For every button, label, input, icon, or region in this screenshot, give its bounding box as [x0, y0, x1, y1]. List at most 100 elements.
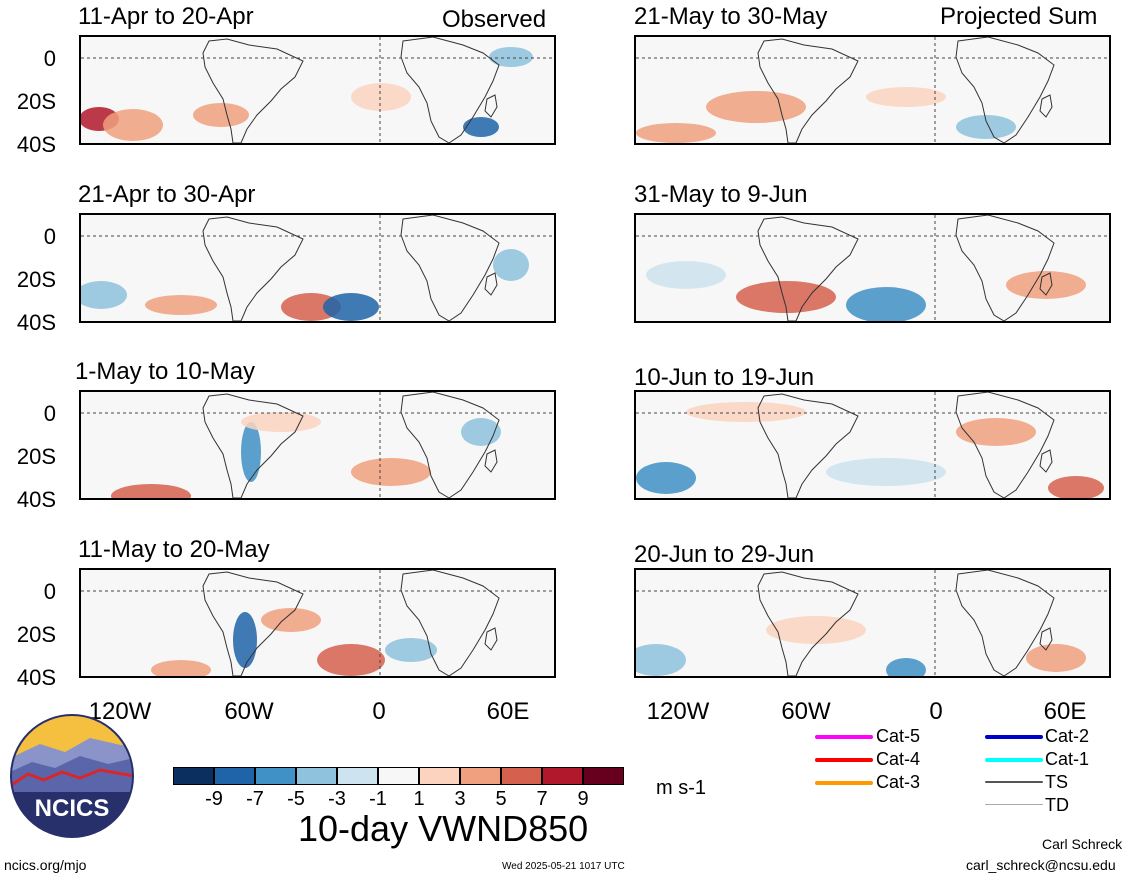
- coastline: [484, 272, 498, 296]
- colorbar-swatch: [378, 767, 419, 785]
- coastline: [484, 94, 498, 118]
- panel-title-left-4: 11-May to 20-May: [78, 536, 270, 563]
- lat-label-0-row4: 0: [43, 579, 56, 604]
- lat-label-40s-row1: 40S: [16, 132, 56, 157]
- projected-label: Projected Sum: [940, 3, 1098, 30]
- legend-label-td: TD: [1045, 795, 1069, 815]
- map-canvas: [636, 570, 1109, 676]
- anomaly-shading: [956, 418, 1036, 446]
- coastline: [484, 627, 498, 651]
- lat-label-20s-row2: 20S: [16, 267, 56, 292]
- footer-author: Carl Schreck: [1042, 836, 1123, 852]
- lat-label-40s-row3: 40S: [16, 487, 56, 512]
- lat-label-40s-row2: 40S: [16, 310, 56, 335]
- panel-title-right-3: 10-Jun to 19-Jun: [634, 364, 815, 391]
- legend-line-cat5: [815, 735, 873, 739]
- coastline: [400, 215, 500, 321]
- legend-line-ts: [985, 781, 1043, 783]
- colorbar-swatch: [337, 767, 378, 785]
- logo-text: NCICS: [34, 795, 110, 822]
- coastline: [757, 216, 859, 321]
- anomaly-shading: [1026, 644, 1086, 672]
- colorbar-tick: -5: [287, 788, 305, 810]
- anomaly-shading: [489, 47, 533, 67]
- map-canvas: [636, 37, 1109, 143]
- footer-url: ncics.org/mjo: [4, 857, 87, 873]
- anomaly-shading: [956, 115, 1016, 139]
- colorbar-swatch: [255, 767, 296, 785]
- coastline: [484, 449, 498, 473]
- colorbar-unit: m s-1: [656, 777, 706, 799]
- lat-label-0-row2: 0: [43, 224, 56, 249]
- anomaly-shading: [317, 644, 385, 676]
- colorbar-tick: 9: [577, 788, 589, 810]
- coastline: [400, 37, 500, 143]
- map-panel-left-3: [79, 390, 556, 500]
- colorbar-swatch: [583, 767, 624, 785]
- anomaly-shading: [886, 658, 926, 676]
- anomaly-shading: [636, 123, 716, 143]
- colorbar-tick: 5: [495, 788, 507, 810]
- chart-title: 10-day VWND850: [298, 808, 589, 849]
- footer-timestamp: Wed 2025-05-21 1017 UTC: [502, 861, 625, 872]
- anomaly-shading: [866, 87, 946, 107]
- coastline: [955, 392, 1055, 498]
- legend-label-cat5: Cat-5: [876, 726, 921, 746]
- anomaly-shading: [81, 281, 127, 309]
- map-canvas: [81, 215, 554, 321]
- panel-title-right-1: 21-May to 30-May: [634, 3, 828, 30]
- anomaly-shading: [241, 422, 261, 482]
- legend-line-cat2: [985, 735, 1043, 739]
- anomaly-shading: [111, 484, 191, 498]
- panel-title-left-1: 11-Apr to 20-Apr: [78, 3, 254, 30]
- anomaly-shading: [145, 295, 217, 315]
- colorbar-swatch: [542, 767, 583, 785]
- anomaly-shading: [706, 91, 806, 123]
- map-panel-right-4: [634, 568, 1111, 678]
- anomaly-shading: [826, 458, 946, 486]
- lat-label-20s-row3: 20S: [16, 444, 56, 469]
- lon-label-0-left: 0: [372, 698, 386, 725]
- anomaly-shading: [385, 638, 437, 662]
- anomaly-shading: [193, 103, 249, 127]
- anomaly-shading: [261, 608, 321, 632]
- legend-label-cat3: Cat-3: [876, 772, 921, 792]
- anomaly-shading: [736, 281, 836, 313]
- anomaly-shading: [636, 644, 686, 676]
- coastline: [955, 37, 1055, 143]
- anomaly-shading: [281, 293, 341, 321]
- lon-label-0-right: 0: [929, 698, 943, 725]
- coastline: [955, 215, 1055, 321]
- map-canvas: [81, 37, 554, 143]
- anomaly-shading: [351, 83, 411, 111]
- legend-line-td: [985, 804, 1043, 805]
- colorbar-swatch: [173, 767, 214, 785]
- coastline: [1039, 94, 1053, 118]
- map-panel-right-2: [634, 213, 1111, 323]
- coastline: [757, 38, 859, 143]
- anomaly-shading: [686, 402, 806, 422]
- anomaly-shading: [351, 458, 431, 486]
- colorbar-swatch: [296, 767, 337, 785]
- map-panel-left-4: [79, 568, 556, 678]
- map-canvas: [81, 570, 554, 676]
- lon-label-60e-left: 60E: [486, 698, 530, 725]
- footer-email: carl_schreck@ncsu.edu: [966, 857, 1116, 873]
- anomaly-shading: [463, 117, 499, 137]
- coastline: [955, 570, 1055, 676]
- lat-label-0-row1: 0: [43, 46, 56, 71]
- legend-line-cat4: [815, 758, 873, 762]
- colorbar-tick: 1: [413, 788, 425, 810]
- panel-title-left-2: 21-Apr to 30-Apr: [78, 181, 256, 208]
- panel-title-right-2: 31-May to 9-Jun: [634, 181, 808, 208]
- anomaly-shading: [103, 109, 163, 141]
- coastline: [1039, 449, 1053, 473]
- coastline: [202, 393, 304, 498]
- anomaly-shading: [646, 261, 726, 289]
- ncics-logo: NCICS: [10, 714, 134, 838]
- anomaly-shading: [241, 412, 321, 432]
- colorbar-tick: -1: [369, 788, 387, 810]
- legend-label-cat1: Cat-1: [1045, 749, 1090, 769]
- anomaly-shading: [636, 462, 696, 494]
- coastline: [400, 570, 500, 676]
